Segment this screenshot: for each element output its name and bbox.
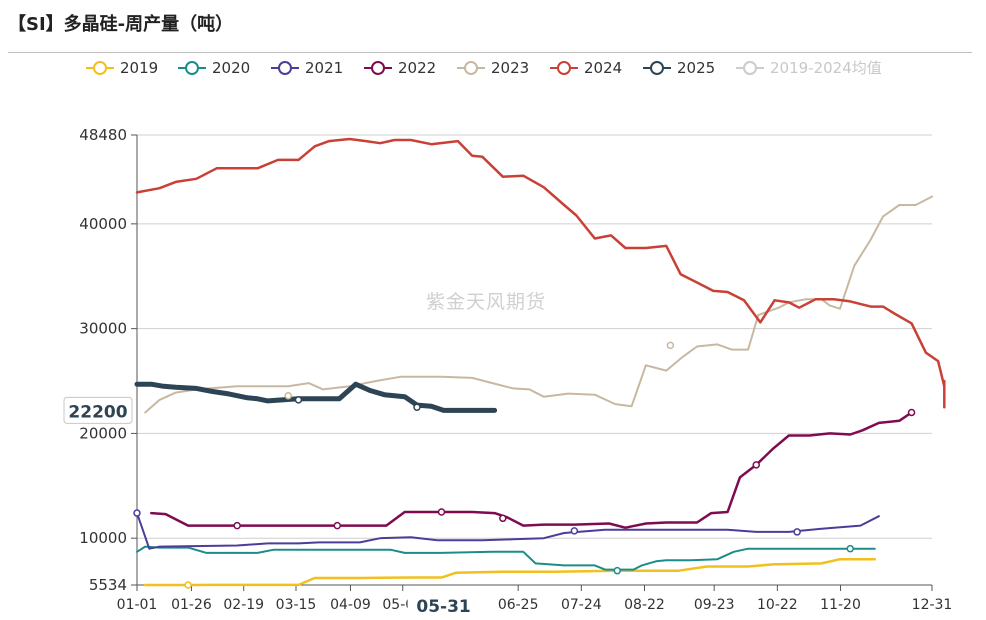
series-marker-2020-0 (613, 566, 622, 575)
y-tick-label-40000: 40000 (79, 215, 127, 233)
legend-marker-2019-2024均值 (743, 61, 757, 75)
page-title: 【SI】多晶硅-周产量（吨） (8, 14, 234, 35)
legend-marker-2024 (557, 61, 571, 75)
chart-markers (133, 341, 916, 589)
series-marker-2022-2 (437, 508, 446, 516)
series-line-2019 (143, 557, 877, 587)
title-divider (8, 52, 972, 53)
y-tick-label-48480: 48480 (79, 126, 127, 144)
axis-highlights: 22200 05-31 (63, 396, 480, 617)
series-marker-2021-2 (793, 528, 801, 536)
series-line-2020 (136, 545, 876, 571)
y-tick-label-10000: 10000 (79, 529, 127, 547)
legend-marker-2022 (371, 61, 385, 75)
y-highlight-label: 22200 (68, 402, 127, 422)
series-marker-2023-1 (666, 341, 675, 350)
series-marker-2019-0 (184, 581, 192, 589)
y-tick-label-20000: 20000 (79, 424, 127, 442)
series-marker-2022-5 (907, 408, 916, 417)
legend-label-2019: 2019 (120, 59, 158, 77)
legend-label-2023: 2023 (491, 59, 529, 77)
chart-series (134, 137, 946, 587)
series-line-2022 (150, 411, 913, 529)
series-marker-2020-1 (846, 544, 855, 553)
legend-marker-2020 (185, 61, 199, 75)
legend-label-2019-2024均值: 2019-2024均值 (770, 59, 882, 77)
x-tick-label-11-20: 11-20 (820, 597, 861, 613)
legend-label-2020: 2020 (212, 59, 250, 77)
series-line-2021 (136, 512, 880, 550)
series-marker-2021-1 (570, 527, 579, 535)
series-marker-2023-0 (284, 391, 292, 400)
series-marker-2021-0 (133, 509, 141, 517)
x-tick-label-01-26: 01-26 (171, 597, 212, 613)
x-tick-label-04-09: 04-09 (330, 597, 371, 613)
series-marker-2022-0 (233, 521, 241, 530)
series-line-2025 (134, 381, 498, 413)
series-marker-2022-3 (499, 514, 507, 523)
series-marker-2025-0 (294, 396, 303, 404)
legend-label-2021: 2021 (305, 59, 343, 77)
x-highlight-box (407, 591, 480, 617)
chart-grid (137, 134, 932, 586)
series-marker-2022-4 (752, 461, 760, 469)
x-tick-label-12-31: 12-31 (912, 597, 953, 613)
y-highlight-box (63, 396, 133, 424)
series-marker-2022-1 (333, 521, 342, 530)
legend-marker-2019 (93, 61, 107, 75)
x-tick-label-08-22: 08-22 (624, 597, 665, 613)
series-line-2023 (144, 195, 933, 414)
legend-marker-2025 (650, 61, 664, 75)
x-tick-label-09-23: 09-23 (694, 597, 735, 613)
legend-label-2024: 2024 (584, 59, 622, 77)
chart-legend: 2019 2020 2021 2022 2023 2024 2025 2019-2024均值 (86, 59, 882, 77)
y-axis: 5534 10000 20000 30000 40000 48480 (79, 126, 138, 594)
x-tick-label-07-24: 07-24 (561, 597, 602, 613)
x-tick-label-06-25: 06-25 (498, 597, 539, 613)
x-axis: 01-01 01-26 02-19 03-15 04-09 05-03 06-25 07-24… (117, 584, 953, 613)
watermark-text: 紫金天风期货 (426, 291, 547, 313)
legend-marker-2023 (464, 61, 478, 75)
x-tick-label-01-01: 01-01 (117, 597, 158, 613)
legend-marker-2021 (278, 61, 292, 75)
y-tick-label-30000: 30000 (79, 320, 127, 338)
series-line-2024 (135, 137, 946, 409)
x-tick-label-02-19: 02-19 (223, 597, 264, 613)
y-tick-label-5534: 5534 (89, 576, 127, 594)
series-marker-2025-1 (413, 403, 421, 411)
x-tick-label-03-15: 03-15 (276, 597, 317, 613)
x-highlight-label: 05-31 (416, 597, 470, 617)
legend-label-2022: 2022 (398, 59, 436, 77)
legend-label-2025: 2025 (677, 59, 715, 77)
x-tick-label-10-22: 10-22 (757, 597, 798, 613)
